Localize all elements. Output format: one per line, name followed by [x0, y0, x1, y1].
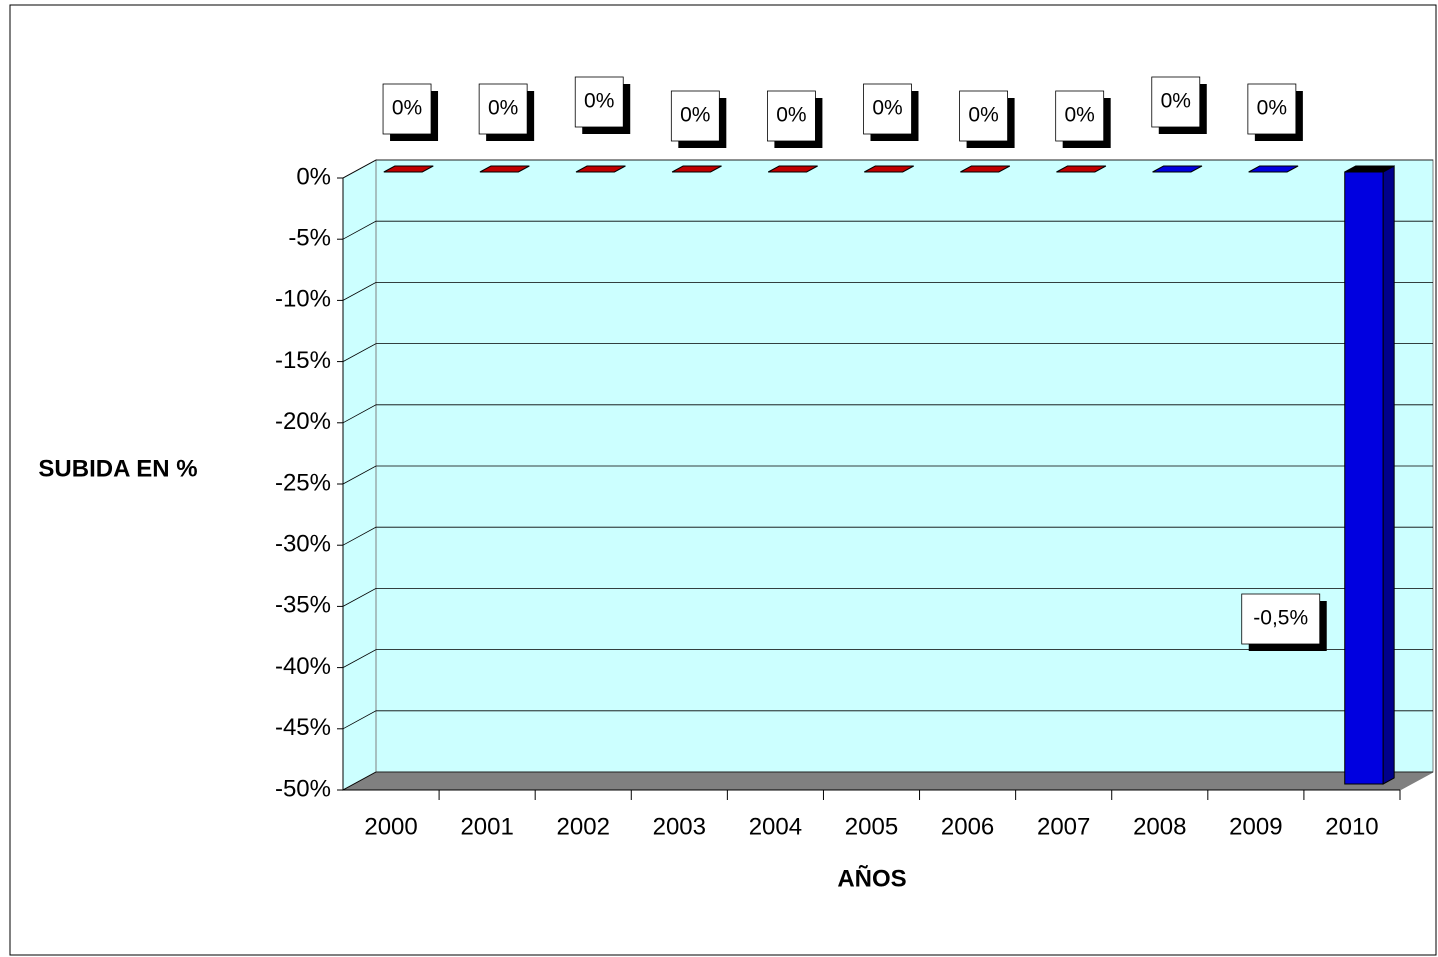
label-box — [1247, 83, 1297, 135]
bar-top — [383, 165, 434, 173]
bar-top — [575, 165, 626, 173]
y-tick-label: -20% — [275, 408, 331, 435]
x-tick-label: 2002 — [557, 813, 610, 840]
data-label: -0,5% — [1253, 607, 1308, 630]
x-tick-label: 2000 — [364, 813, 417, 840]
grid-line — [342, 404, 1433, 424]
data-label: 0% — [872, 97, 902, 120]
label-box — [382, 83, 432, 135]
bar-top — [1248, 165, 1299, 173]
bar-top — [671, 165, 722, 173]
y-tick-label: -15% — [275, 347, 331, 374]
x-tick-label: 2004 — [749, 813, 802, 840]
label-box — [574, 76, 624, 128]
y-tick-label: -5% — [288, 225, 331, 252]
bar-side — [1382, 165, 1395, 785]
bar-top — [479, 165, 530, 173]
label-box — [767, 90, 816, 142]
x-tick-label: 2007 — [1037, 813, 1090, 840]
grid-line — [342, 710, 1433, 730]
x-tick-label: 2001 — [460, 813, 513, 840]
data-label: 0% — [968, 104, 998, 127]
y-tick-label: -10% — [275, 286, 331, 313]
y-tick-label: -25% — [275, 469, 331, 496]
grid-line — [342, 649, 1433, 668]
bar-top — [1152, 165, 1203, 173]
label-box — [670, 90, 720, 142]
x-tick-label: 2003 — [653, 813, 706, 840]
data-label: 0% — [1257, 97, 1287, 120]
bar — [1344, 171, 1384, 785]
y-tick-label: 0% — [296, 163, 331, 190]
label-box — [478, 83, 528, 135]
data-label: 0% — [776, 104, 806, 127]
data-label: 0% — [584, 90, 614, 113]
bar-top — [767, 165, 818, 173]
x-tick-label: 2010 — [1325, 813, 1378, 840]
data-label: 0% — [680, 104, 710, 127]
y-tick-label: -50% — [275, 775, 331, 802]
label-box — [1241, 593, 1321, 645]
grid-line — [342, 465, 1433, 485]
x-tick-label: 2009 — [1229, 813, 1282, 840]
y-tick-label: -40% — [275, 653, 331, 680]
y-tick-label: -45% — [275, 714, 331, 741]
grid-line — [342, 526, 1433, 546]
label-box — [959, 90, 1008, 142]
data-label: 0% — [488, 97, 518, 120]
bar-top — [960, 165, 1011, 173]
data-label: 0% — [392, 97, 422, 120]
x-tick-label: 2008 — [1133, 813, 1186, 840]
label-box — [1055, 90, 1105, 142]
y-axis-label: SUBIDA EN % — [38, 455, 197, 482]
bar-top — [1056, 165, 1107, 173]
data-label: 0% — [1065, 104, 1095, 127]
bar-top — [864, 165, 914, 173]
grid-line — [342, 771, 1433, 791]
grid-line — [342, 159, 1433, 179]
grid-line — [342, 281, 1433, 301]
y-tick-label: -35% — [275, 592, 331, 619]
floor — [342, 771, 1434, 791]
grid-line — [342, 343, 1433, 362]
y-tick-label: -30% — [275, 531, 331, 558]
grid-line — [342, 588, 1433, 607]
data-label: 0% — [1161, 90, 1191, 113]
label-box — [863, 83, 912, 135]
label-box — [1151, 76, 1201, 128]
x-tick-label: 2006 — [941, 813, 994, 840]
x-axis-label: AÑOS — [837, 864, 906, 892]
x-tick-label: 2005 — [845, 813, 898, 840]
grid-line — [342, 220, 1433, 240]
